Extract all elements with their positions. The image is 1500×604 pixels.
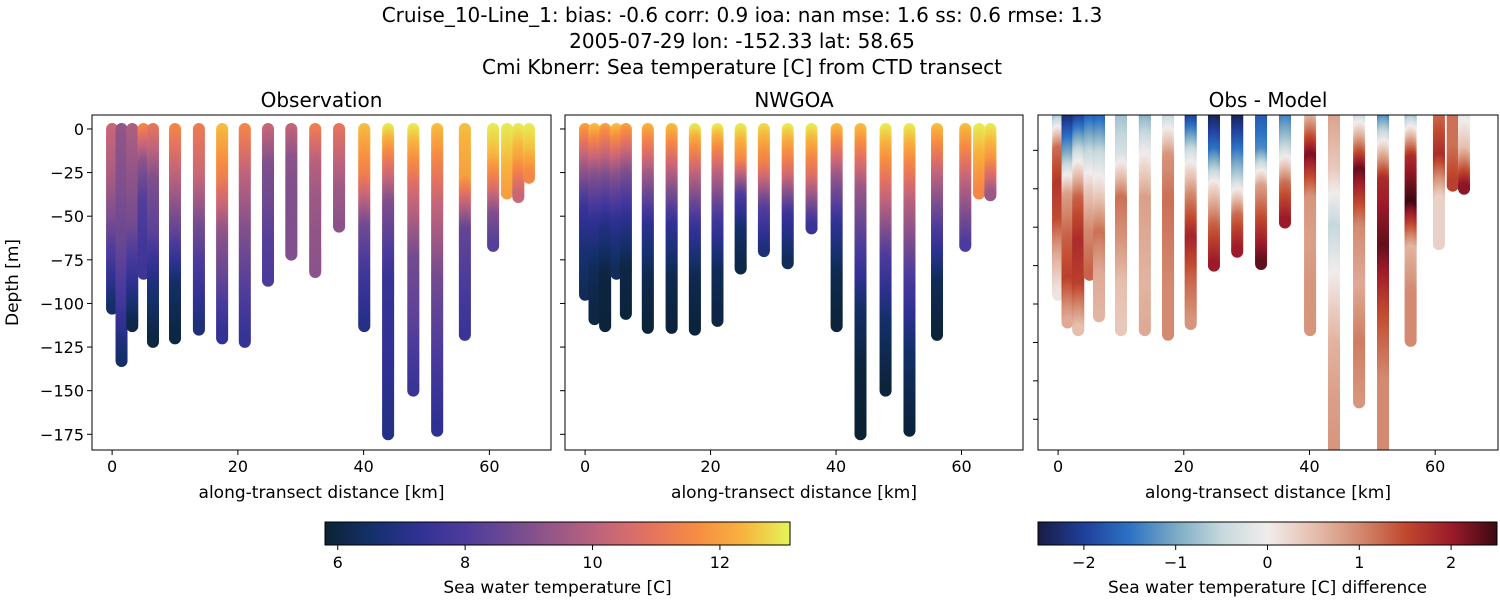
cast-19 bbox=[501, 123, 513, 200]
cast-13 bbox=[358, 123, 370, 332]
y-tick-label: −25 bbox=[50, 164, 84, 183]
y-tick-label: −50 bbox=[50, 207, 84, 226]
cast-point bbox=[758, 245, 770, 257]
y-tick-label: −125 bbox=[40, 338, 84, 357]
cast-8 bbox=[711, 123, 723, 327]
cast-point bbox=[523, 172, 535, 184]
cast-8 bbox=[239, 123, 251, 348]
cast-point bbox=[126, 320, 138, 332]
cast-point bbox=[487, 240, 499, 252]
y-tick-label: −75 bbox=[50, 251, 84, 270]
cast-point bbox=[903, 425, 915, 437]
x-tick-label: 60 bbox=[479, 457, 499, 476]
cast-7 bbox=[689, 123, 701, 336]
cast-13 bbox=[831, 123, 843, 332]
cast-point bbox=[216, 332, 228, 344]
cast-11 bbox=[782, 123, 794, 269]
x-axis-label: along-transect distance [km] bbox=[199, 483, 445, 503]
cast-point bbox=[666, 322, 678, 334]
cast-21 bbox=[523, 123, 535, 184]
cast-12 bbox=[806, 123, 818, 234]
cast-point bbox=[620, 308, 632, 320]
casts bbox=[579, 123, 996, 440]
cast-point bbox=[459, 329, 471, 341]
cast-11 bbox=[309, 123, 321, 278]
cast-point bbox=[588, 313, 600, 325]
cast-16 bbox=[431, 123, 443, 437]
cast-point bbox=[262, 275, 274, 287]
cast-18 bbox=[487, 123, 499, 252]
y-tick-label: −175 bbox=[40, 425, 84, 444]
x-tick-label: 40 bbox=[353, 457, 373, 476]
cast-9 bbox=[262, 123, 274, 287]
cast-2 bbox=[126, 123, 138, 332]
cast-point bbox=[116, 355, 128, 367]
cast-5 bbox=[169, 123, 181, 344]
cast-point bbox=[642, 322, 654, 334]
cast-10 bbox=[285, 123, 297, 261]
cast-14 bbox=[855, 123, 867, 440]
cast-point bbox=[147, 336, 159, 348]
cast-20 bbox=[512, 123, 524, 203]
x-tick-label: 20 bbox=[228, 457, 248, 476]
cast-point bbox=[880, 385, 892, 397]
cast-1 bbox=[588, 123, 600, 325]
cast-17 bbox=[459, 123, 471, 341]
cast-2 bbox=[599, 123, 611, 332]
cast-7 bbox=[216, 123, 228, 344]
cast-point bbox=[309, 266, 321, 278]
panel-observation: 0 20 40 60 0 −25 −50 −75 −100 −125 −150 −175 Observa… bbox=[3, 88, 551, 503]
y-axis-label: Depth [m] bbox=[3, 239, 23, 326]
cast-12 bbox=[333, 123, 345, 233]
cast-5 bbox=[642, 123, 654, 334]
figure-title-line-1: Cruise_10-Line_1: bias: -0.6 corr: 0.9 i… bbox=[382, 3, 1103, 27]
cast-point bbox=[501, 188, 513, 200]
cast-point bbox=[599, 320, 611, 332]
cast-9 bbox=[735, 123, 747, 275]
x-tick-label: 0 bbox=[107, 457, 117, 476]
cast-point bbox=[407, 385, 419, 397]
casts bbox=[106, 123, 535, 440]
cast-point bbox=[285, 249, 297, 261]
y-tick-label: 0 bbox=[74, 120, 84, 139]
cast-1 bbox=[116, 123, 128, 367]
axes-frame bbox=[92, 115, 551, 450]
cast-point bbox=[831, 320, 843, 332]
cast-point bbox=[431, 425, 443, 437]
cast-point bbox=[382, 428, 394, 440]
cast-point bbox=[358, 320, 370, 332]
figure-title-line-2: 2005-07-29 lon: -152.33 lat: 58.65 bbox=[569, 29, 915, 53]
cast-point bbox=[193, 324, 205, 336]
cast-4 bbox=[620, 123, 632, 320]
cast-point bbox=[333, 221, 345, 233]
y-tick-label: −150 bbox=[40, 382, 84, 401]
cast-17 bbox=[931, 123, 943, 341]
cast-10 bbox=[758, 123, 770, 257]
cast-point bbox=[782, 257, 794, 269]
cast-point bbox=[169, 332, 181, 344]
cast-point bbox=[711, 315, 723, 327]
cast-6 bbox=[193, 123, 205, 336]
cast-16 bbox=[903, 123, 915, 437]
cast-point bbox=[735, 263, 747, 275]
y-tick-label: −100 bbox=[40, 294, 84, 313]
cast-point bbox=[689, 324, 701, 336]
cast-point bbox=[512, 191, 524, 203]
figure-title-line-3: Cmi Kbnerr: Sea temperature [C] from CTD… bbox=[482, 55, 1002, 79]
cast-point bbox=[855, 428, 867, 440]
cast-4 bbox=[147, 123, 159, 348]
cast-6 bbox=[666, 123, 678, 334]
cast-15 bbox=[407, 123, 419, 397]
cast-15 bbox=[880, 123, 892, 397]
cast-14 bbox=[382, 123, 394, 440]
cast-point bbox=[806, 222, 818, 234]
panels: 0 20 40 60 0 −25 −50 −75 −100 −125 −150 −175 Observa… bbox=[3, 88, 1498, 503]
panel-title: Observation bbox=[261, 88, 383, 112]
cast-point bbox=[239, 336, 251, 348]
